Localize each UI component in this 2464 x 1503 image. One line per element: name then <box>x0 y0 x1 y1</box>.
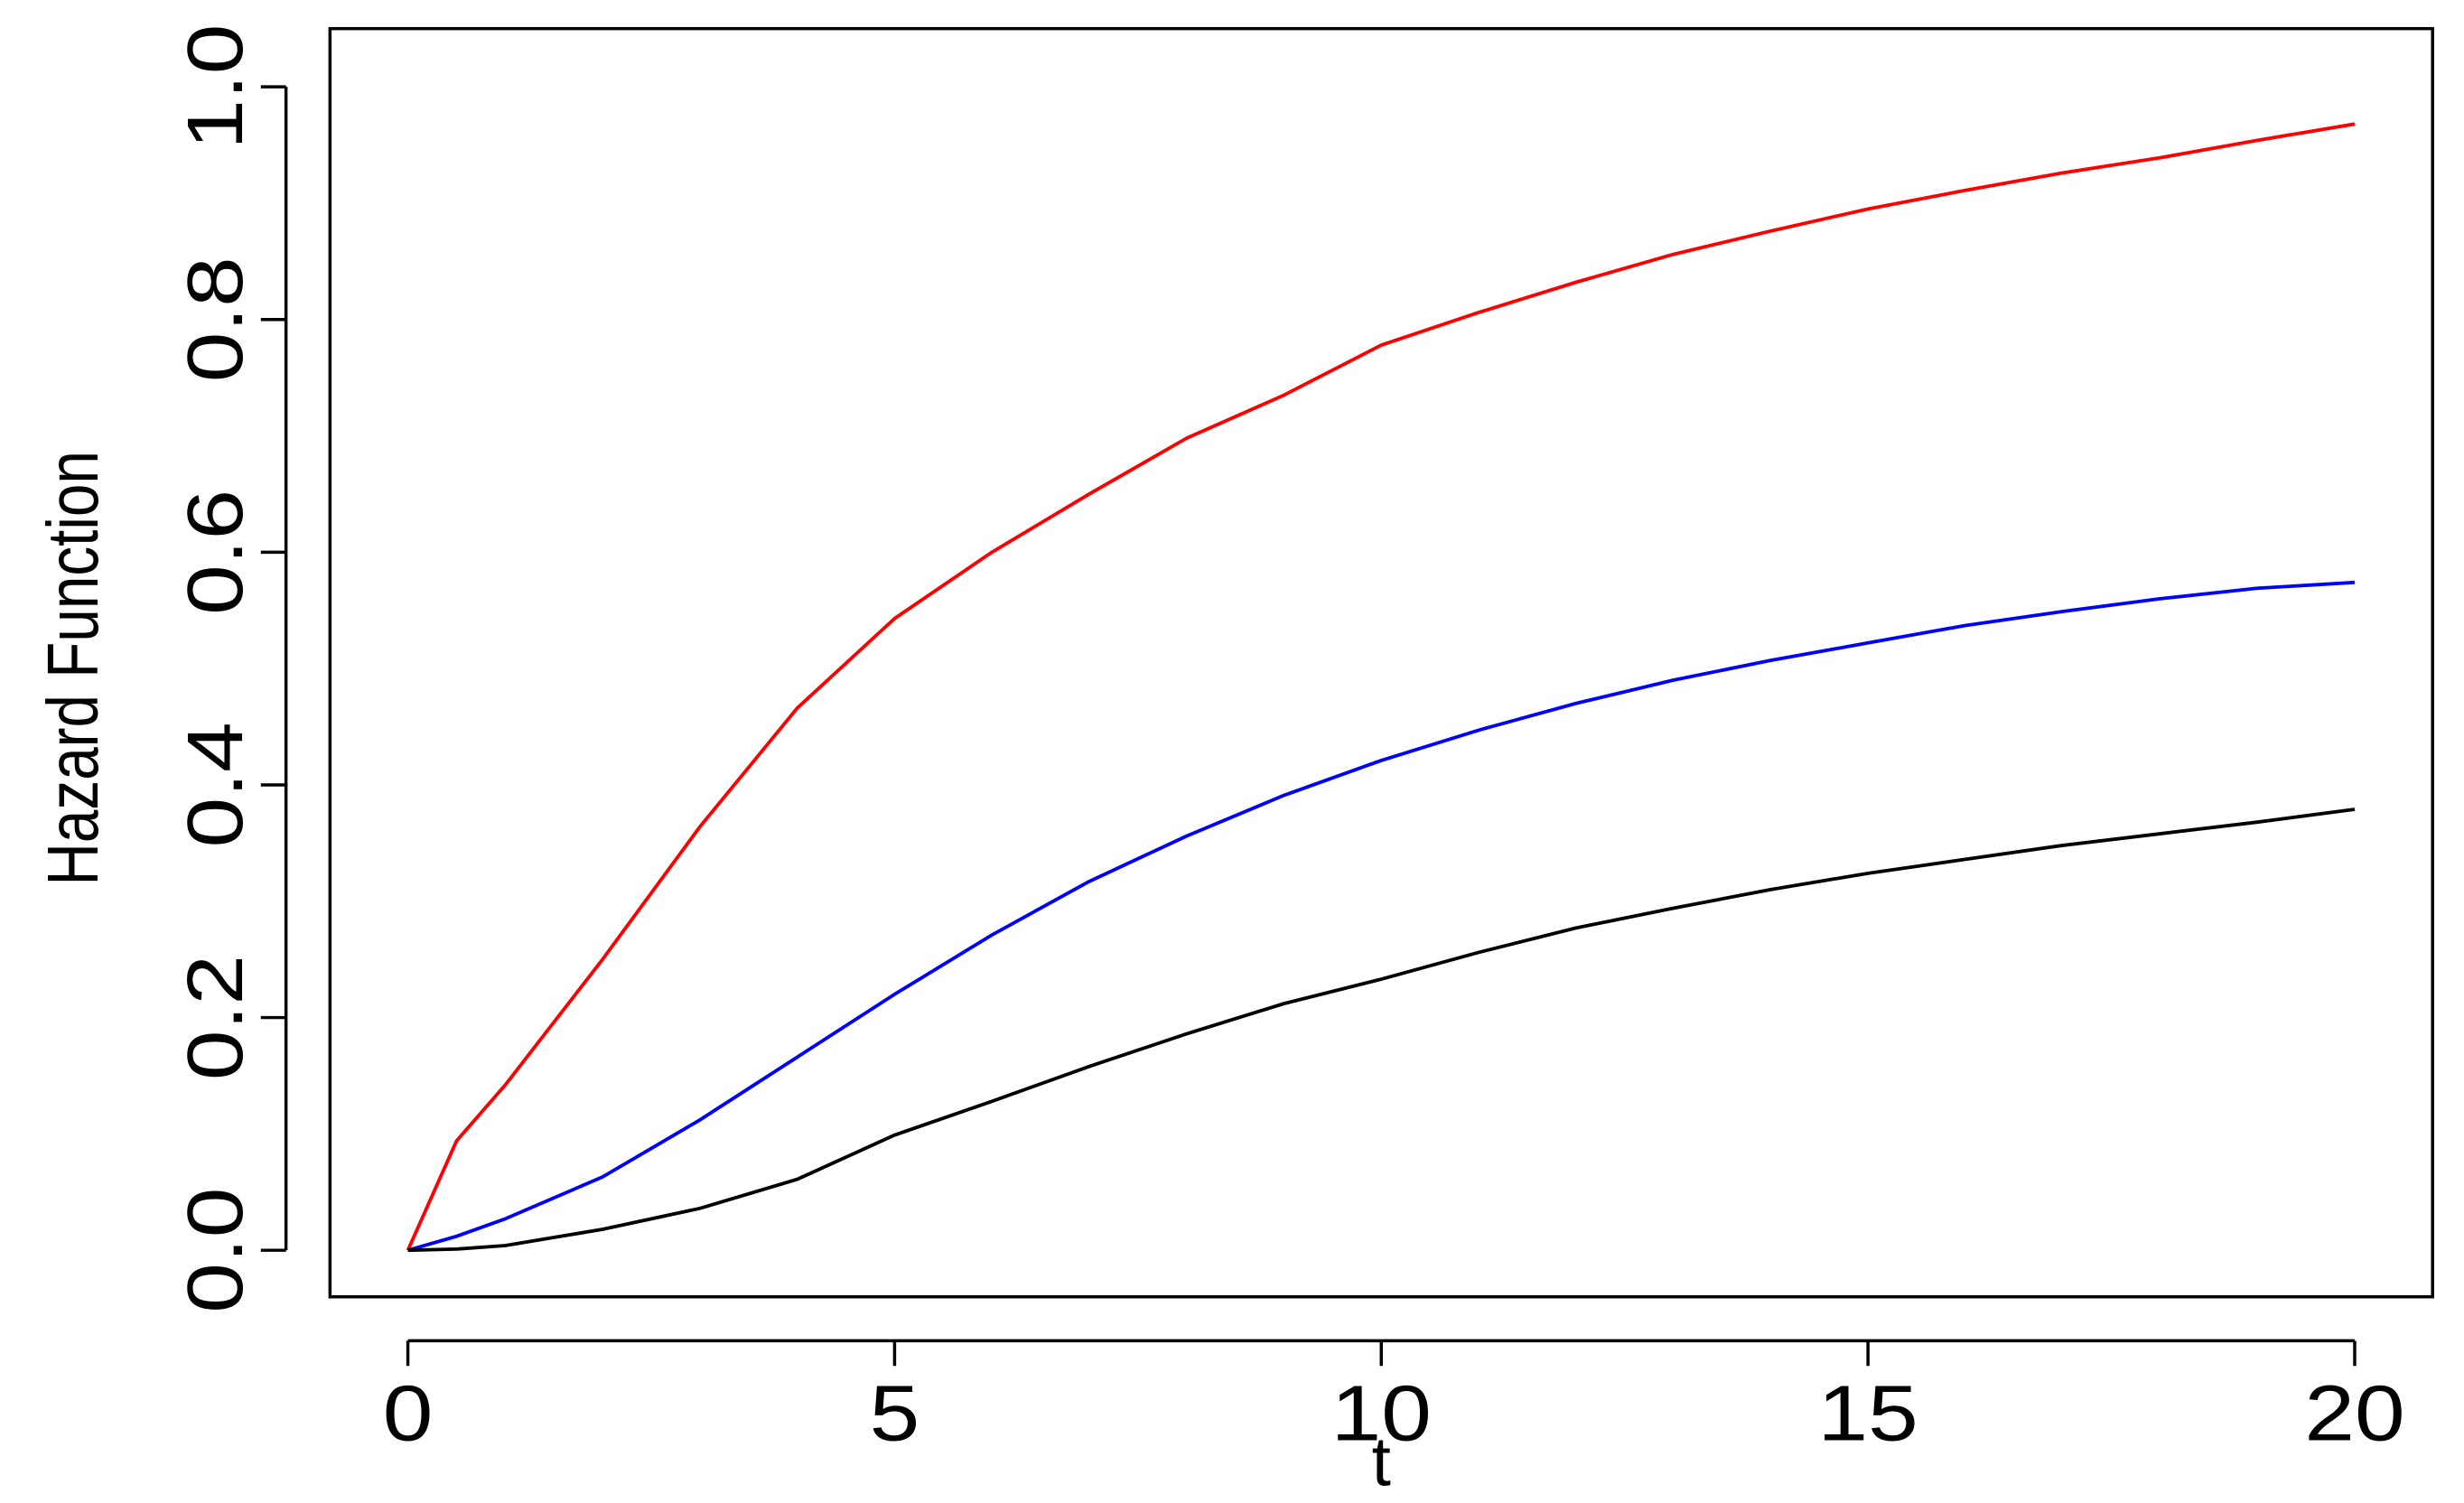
y-tick-label: 0.6 <box>171 490 258 615</box>
y-tick-label: 0.0 <box>171 1188 258 1313</box>
x-tick-label: 10 <box>1331 1369 1432 1457</box>
y-tick-label: 0.8 <box>171 257 258 382</box>
x-tick-label: 20 <box>2304 1369 2404 1457</box>
series-line <box>406 122 2356 1251</box>
y-tick-label: 0.4 <box>171 722 258 847</box>
x-axis-label: t <box>1372 1424 1391 1500</box>
y-tick-label: 0.2 <box>171 955 258 1080</box>
y-axis-label: Hazard Function <box>33 451 114 885</box>
series-line <box>407 808 2356 1253</box>
x-tick-label: 0 <box>383 1369 434 1457</box>
x-tick-label: 15 <box>1817 1369 1918 1457</box>
series-line <box>407 580 2356 1253</box>
x-tick-label: 5 <box>870 1369 920 1457</box>
plot-frame <box>328 26 2434 1299</box>
y-tick-label: 1.0 <box>171 24 258 150</box>
